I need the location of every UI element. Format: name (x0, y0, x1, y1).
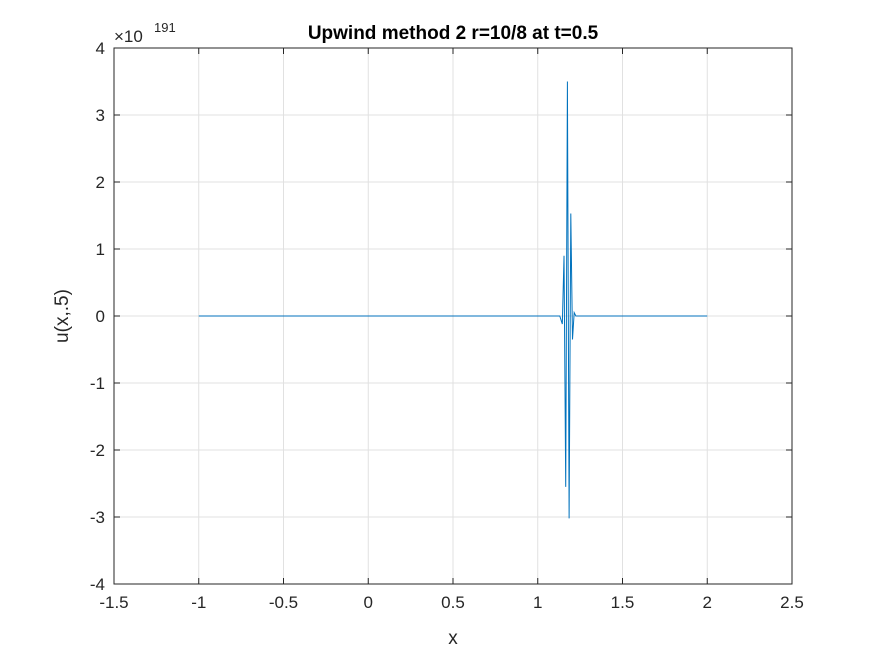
y-tick-label: 4 (96, 39, 105, 58)
chart-title: Upwind method 2 r=10/8 at t=0.5 (308, 23, 599, 44)
x-tick-label: -1 (191, 593, 206, 612)
x-tick-label: 1 (533, 593, 542, 612)
x-tick-label: 1.5 (611, 593, 635, 612)
y-axis-label: u(x,.5) (52, 289, 73, 343)
series-layer (198, 81, 708, 519)
x-tick-label: 2 (703, 593, 712, 612)
x-tick-label: -1.5 (99, 593, 128, 612)
series-line (198, 81, 708, 519)
y-tick-label: -3 (90, 508, 105, 527)
y-tick-label: 2 (96, 173, 105, 192)
axis-ticks (113, 47, 793, 585)
x-tick-label: -0.5 (269, 593, 298, 612)
y-tick-label: -4 (90, 575, 105, 594)
y-tick-label: -1 (90, 374, 105, 393)
x-axis-label: x (448, 628, 458, 649)
x-tick-label: 0 (364, 593, 373, 612)
x-tick-label: 2.5 (780, 593, 804, 612)
tick-labels: -1.5 -1 -0.5 0 0.5 1 1.5 2 2.5 -4 -3 -2 -1 0 1 2 3 4 (90, 39, 804, 612)
y-tick-label: 3 (96, 106, 105, 125)
y-tick-label: -2 (90, 441, 105, 460)
y-tick-label: 0 (96, 307, 105, 326)
x-tick-label: 0.5 (441, 593, 465, 612)
y-exponent-base: ×10 (114, 27, 143, 46)
y-exponent-power: 191 (154, 20, 176, 35)
y-tick-label: 1 (96, 240, 105, 259)
